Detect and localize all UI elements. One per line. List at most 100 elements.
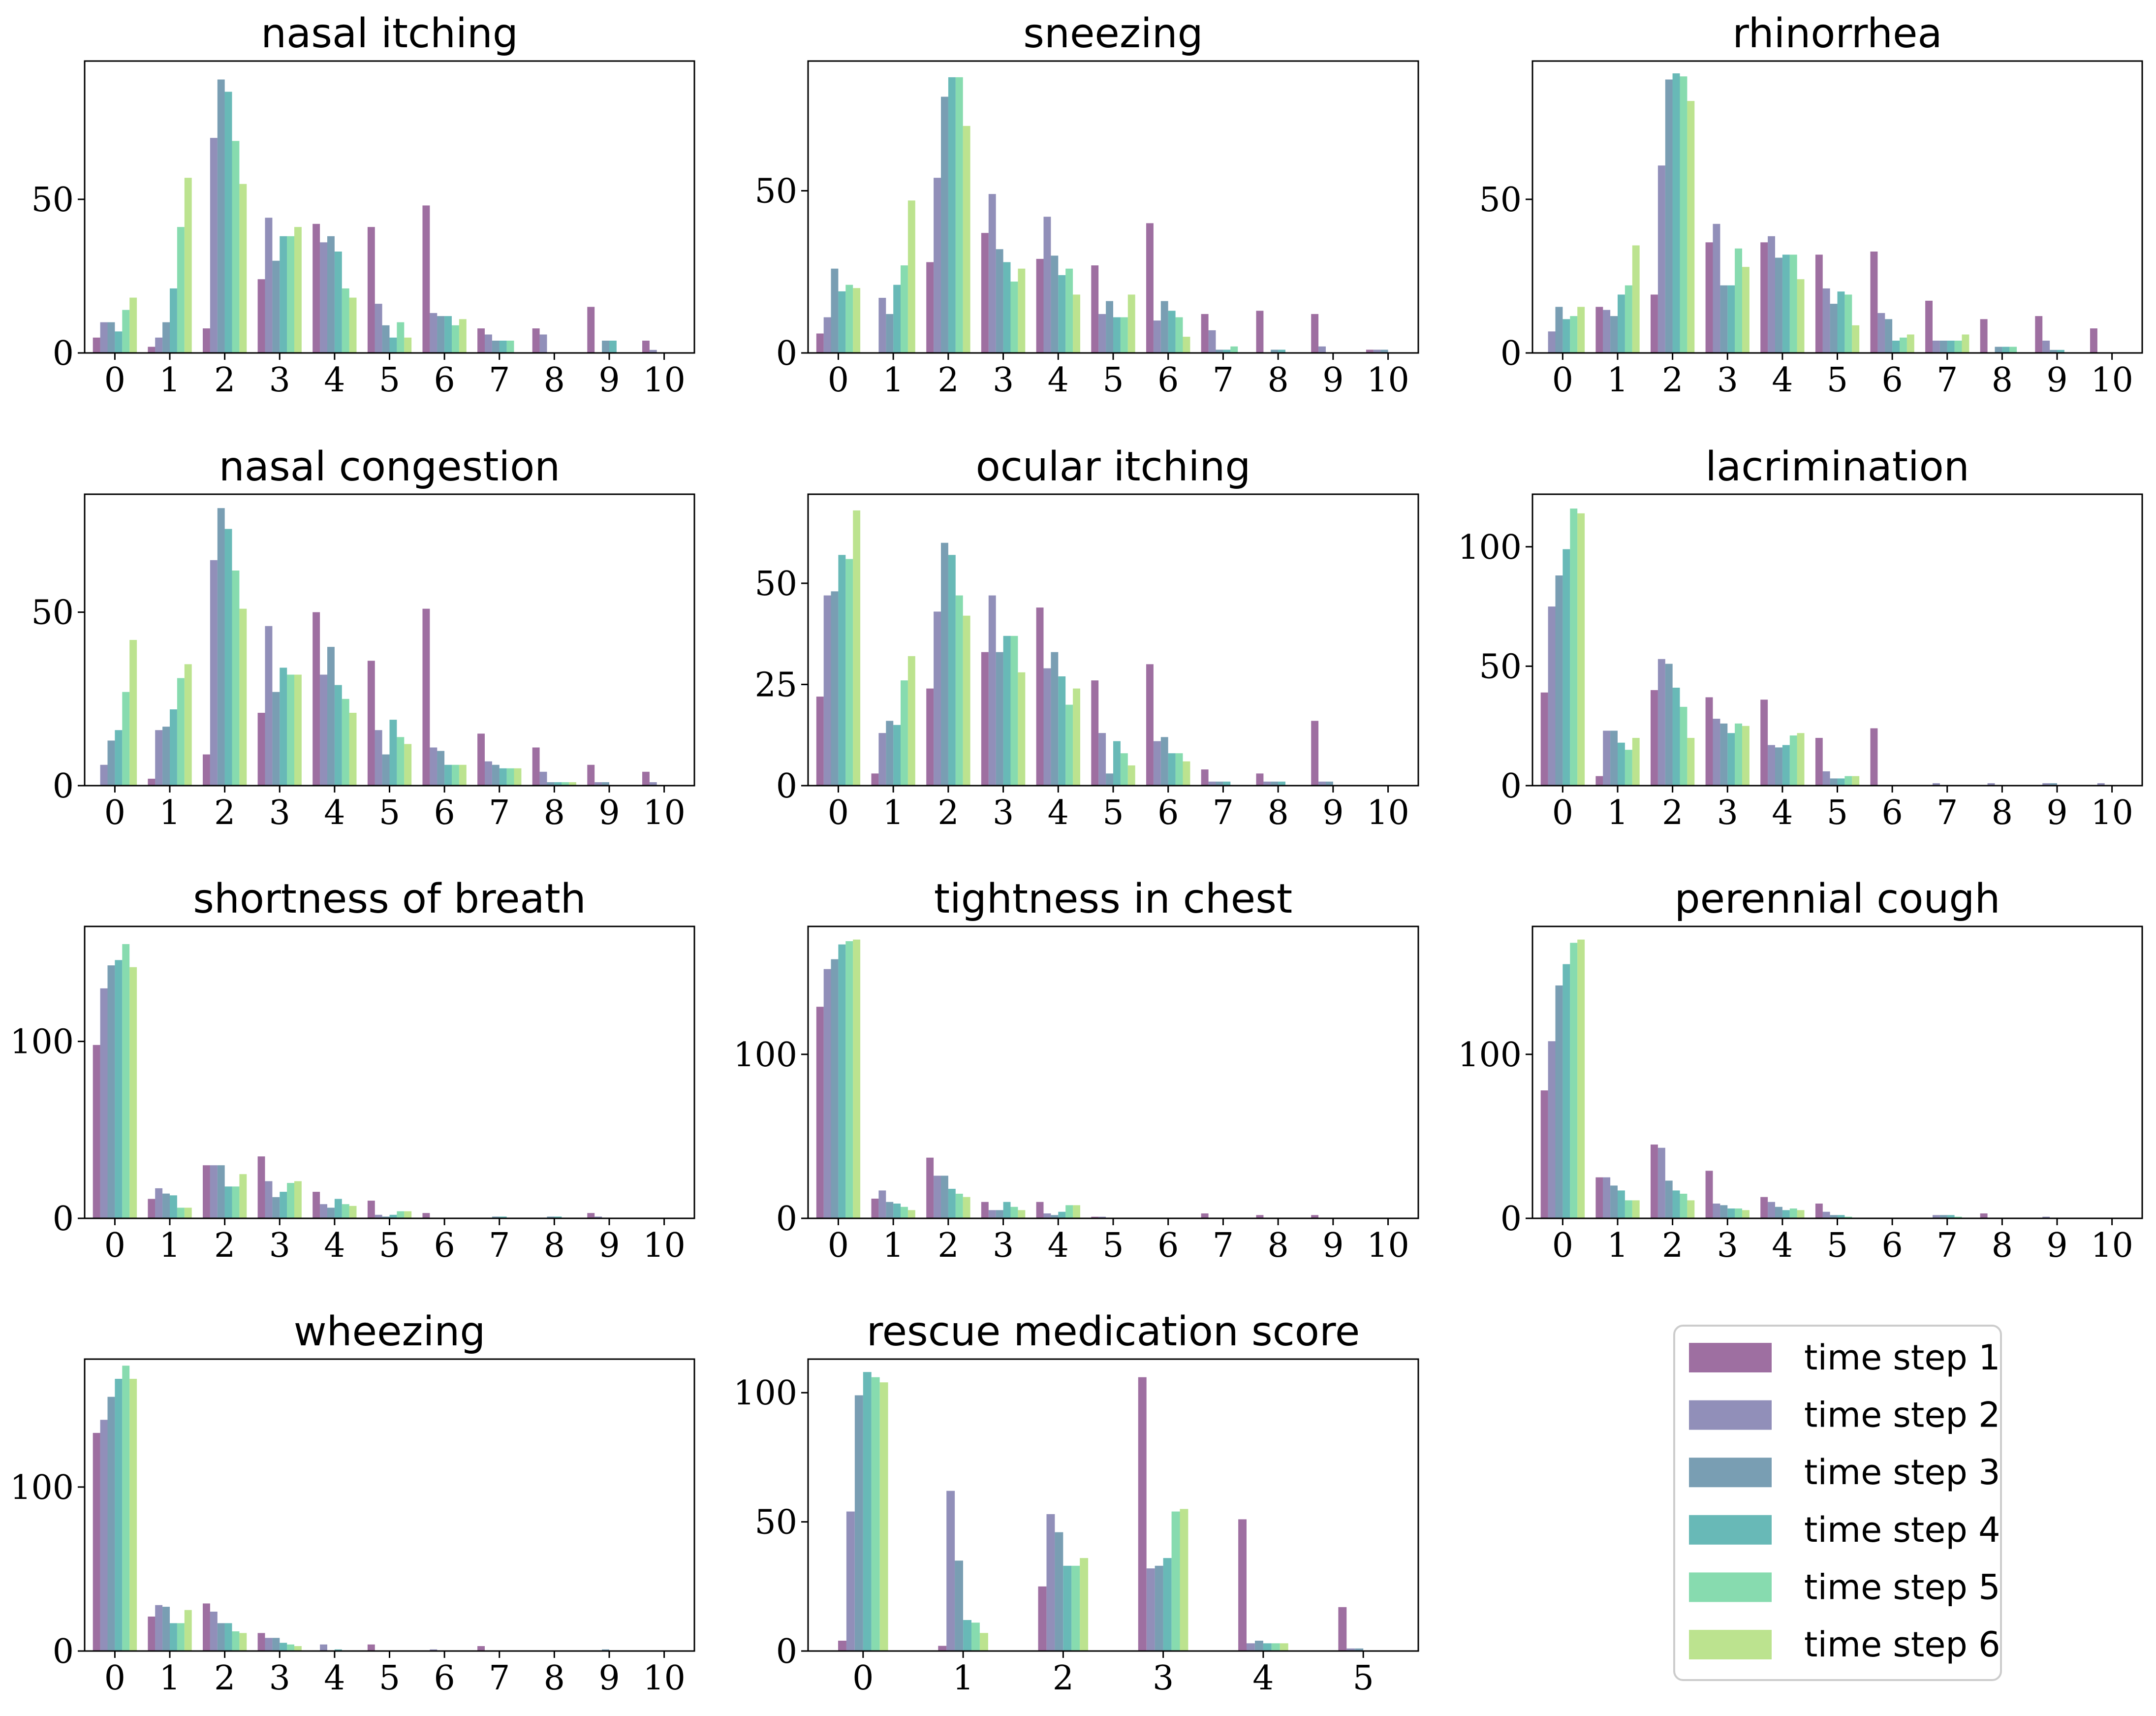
bar xyxy=(587,1213,595,1218)
bar xyxy=(1098,1216,1106,1218)
bar xyxy=(210,138,218,353)
bar xyxy=(1263,781,1271,786)
bar xyxy=(452,325,459,353)
x-tick-label: 4 xyxy=(1048,794,1069,832)
legend-label: time step 1 xyxy=(1804,1337,2000,1378)
bar xyxy=(1789,1208,1797,1218)
bar xyxy=(210,560,218,786)
bar xyxy=(367,1644,375,1651)
bar xyxy=(1665,664,1673,786)
legend-swatch xyxy=(1689,1572,1772,1602)
bar xyxy=(1815,254,1823,353)
x-tick-label: 0 xyxy=(104,1226,125,1265)
bar xyxy=(823,969,831,1218)
bar xyxy=(1271,1643,1280,1651)
bar xyxy=(280,236,287,353)
bar xyxy=(1271,350,1279,353)
bar xyxy=(1073,688,1080,786)
bar xyxy=(342,699,349,786)
bar xyxy=(1018,672,1026,786)
x-tick-label: 9 xyxy=(598,1226,620,1265)
x-tick-label: 10 xyxy=(2091,1226,2133,1265)
bar xyxy=(1010,282,1018,353)
bar xyxy=(177,1623,185,1651)
bar xyxy=(312,1192,320,1218)
legend-label: time step 5 xyxy=(1804,1567,2000,1607)
bar xyxy=(1844,294,1852,353)
bar xyxy=(444,316,452,353)
bar xyxy=(1962,334,1969,353)
bar xyxy=(280,1643,287,1651)
bar xyxy=(349,297,357,353)
x-tick-label: 1 xyxy=(1607,1226,1628,1265)
bar xyxy=(1080,1558,1089,1651)
bar xyxy=(838,944,846,1218)
bar xyxy=(1665,1180,1673,1218)
bar xyxy=(831,591,839,786)
bar xyxy=(1625,1200,1632,1218)
bar xyxy=(437,316,445,353)
bar xyxy=(980,1633,988,1651)
bar xyxy=(224,92,232,353)
bar xyxy=(272,260,280,353)
bar xyxy=(1540,1090,1548,1218)
bar xyxy=(1577,939,1585,1218)
bar xyxy=(863,1372,872,1651)
bar xyxy=(963,126,970,353)
legend-swatch xyxy=(1689,1458,1772,1488)
bar xyxy=(1548,606,1556,786)
bar xyxy=(642,771,650,786)
bar xyxy=(1065,1205,1073,1218)
bar xyxy=(272,692,280,786)
bar xyxy=(1797,279,1805,353)
bar xyxy=(404,744,412,786)
y-tick-label: 0 xyxy=(53,1632,74,1671)
bar xyxy=(871,1377,880,1651)
x-tick-label: 3 xyxy=(993,361,1014,400)
bar xyxy=(170,288,177,353)
bar xyxy=(1003,636,1011,786)
bar xyxy=(1216,781,1223,786)
bar xyxy=(948,1189,956,1218)
bar xyxy=(294,674,302,786)
bar xyxy=(926,262,934,353)
bar xyxy=(1782,254,1790,353)
y-tick-label: 100 xyxy=(1458,1036,1522,1075)
bar xyxy=(1003,1202,1011,1218)
x-tick-label: 0 xyxy=(104,361,125,400)
y-tick-label: 100 xyxy=(733,1374,797,1413)
bar xyxy=(1175,317,1183,353)
bar xyxy=(1687,101,1695,353)
bar xyxy=(452,764,459,786)
bar xyxy=(1091,680,1099,786)
x-tick-label: 7 xyxy=(1213,361,1234,400)
bar xyxy=(375,730,382,786)
x-tick-label: 1 xyxy=(159,361,180,400)
bar xyxy=(100,988,108,1218)
bar xyxy=(1830,304,1838,353)
bar xyxy=(1311,1215,1319,1218)
bar xyxy=(162,727,170,786)
bar xyxy=(649,782,657,786)
x-tick-label: 4 xyxy=(324,361,345,400)
bar xyxy=(1939,341,1947,353)
x-tick-label: 2 xyxy=(1053,1659,1074,1698)
x-tick-label: 1 xyxy=(883,794,904,832)
bar xyxy=(107,965,115,1218)
bar xyxy=(1727,733,1735,786)
bar xyxy=(1338,1607,1347,1651)
bar xyxy=(988,1210,996,1218)
bar xyxy=(1651,294,1658,353)
x-tick-label: 7 xyxy=(1937,361,1958,400)
bar xyxy=(1247,1643,1255,1651)
bar xyxy=(594,782,602,786)
y-tick-label: 0 xyxy=(53,1200,74,1239)
y-tick-label: 50 xyxy=(31,594,74,633)
x-tick-label: 8 xyxy=(1268,1226,1289,1265)
plot-frame xyxy=(807,925,1419,1219)
x-tick-label: 8 xyxy=(1268,794,1289,832)
bar xyxy=(1632,245,1640,353)
bar xyxy=(100,1420,108,1651)
x-tick-label: 2 xyxy=(937,361,959,400)
